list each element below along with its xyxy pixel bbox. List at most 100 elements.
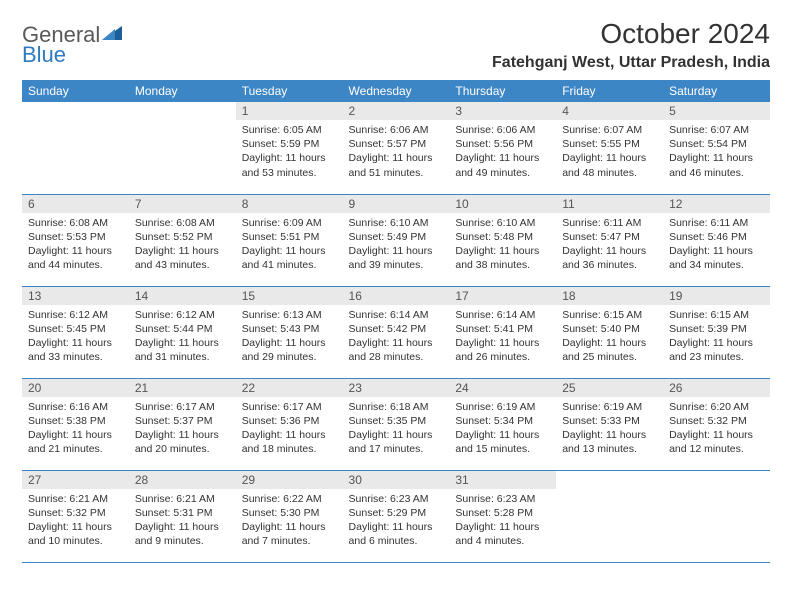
day-number: 22 bbox=[236, 379, 343, 397]
day-number: 30 bbox=[343, 471, 450, 489]
calendar-cell: 26Sunrise: 6:20 AMSunset: 5:32 PMDayligh… bbox=[663, 378, 770, 470]
day-details: Sunrise: 6:09 AMSunset: 5:51 PMDaylight:… bbox=[236, 213, 343, 277]
day-details: Sunrise: 6:08 AMSunset: 5:53 PMDaylight:… bbox=[22, 213, 129, 277]
day-details: Sunrise: 6:10 AMSunset: 5:48 PMDaylight:… bbox=[449, 213, 556, 277]
day-details: Sunrise: 6:19 AMSunset: 5:33 PMDaylight:… bbox=[556, 397, 663, 461]
day-number: 7 bbox=[129, 195, 236, 213]
day-number: 11 bbox=[556, 195, 663, 213]
calendar-cell: 5Sunrise: 6:07 AMSunset: 5:54 PMDaylight… bbox=[663, 102, 770, 194]
day-number: 21 bbox=[129, 379, 236, 397]
day-number: 3 bbox=[449, 102, 556, 120]
day-details: Sunrise: 6:16 AMSunset: 5:38 PMDaylight:… bbox=[22, 397, 129, 461]
day-details: Sunrise: 6:11 AMSunset: 5:46 PMDaylight:… bbox=[663, 213, 770, 277]
day-details: Sunrise: 6:12 AMSunset: 5:44 PMDaylight:… bbox=[129, 305, 236, 369]
calendar-table: SundayMondayTuesdayWednesdayThursdayFrid… bbox=[22, 80, 770, 563]
calendar-cell: 7Sunrise: 6:08 AMSunset: 5:52 PMDaylight… bbox=[129, 194, 236, 286]
day-number: 12 bbox=[663, 195, 770, 213]
calendar-cell: 1Sunrise: 6:05 AMSunset: 5:59 PMDaylight… bbox=[236, 102, 343, 194]
day-number: 15 bbox=[236, 287, 343, 305]
weekday-header: Friday bbox=[556, 80, 663, 102]
calendar-cell: 8Sunrise: 6:09 AMSunset: 5:51 PMDaylight… bbox=[236, 194, 343, 286]
calendar-cell: 12Sunrise: 6:11 AMSunset: 5:46 PMDayligh… bbox=[663, 194, 770, 286]
calendar-cell: 30Sunrise: 6:23 AMSunset: 5:29 PMDayligh… bbox=[343, 470, 450, 562]
calendar-cell: 3Sunrise: 6:06 AMSunset: 5:56 PMDaylight… bbox=[449, 102, 556, 194]
day-number: 9 bbox=[343, 195, 450, 213]
calendar-cell: 19Sunrise: 6:15 AMSunset: 5:39 PMDayligh… bbox=[663, 286, 770, 378]
day-details: Sunrise: 6:06 AMSunset: 5:56 PMDaylight:… bbox=[449, 120, 556, 184]
day-details: Sunrise: 6:14 AMSunset: 5:42 PMDaylight:… bbox=[343, 305, 450, 369]
day-details: Sunrise: 6:21 AMSunset: 5:32 PMDaylight:… bbox=[22, 489, 129, 553]
weekday-header: Wednesday bbox=[343, 80, 450, 102]
day-number: 28 bbox=[129, 471, 236, 489]
page-header: GeneralBlue October 2024 Fatehganj West,… bbox=[22, 18, 770, 72]
calendar-cell: 20Sunrise: 6:16 AMSunset: 5:38 PMDayligh… bbox=[22, 378, 129, 470]
day-details: Sunrise: 6:23 AMSunset: 5:29 PMDaylight:… bbox=[343, 489, 450, 553]
day-details: Sunrise: 6:11 AMSunset: 5:47 PMDaylight:… bbox=[556, 213, 663, 277]
day-number: 5 bbox=[663, 102, 770, 120]
calendar-header-row: SundayMondayTuesdayWednesdayThursdayFrid… bbox=[22, 80, 770, 102]
calendar-cell: 6Sunrise: 6:08 AMSunset: 5:53 PMDaylight… bbox=[22, 194, 129, 286]
calendar-cell: 25Sunrise: 6:19 AMSunset: 5:33 PMDayligh… bbox=[556, 378, 663, 470]
calendar-cell: 29Sunrise: 6:22 AMSunset: 5:30 PMDayligh… bbox=[236, 470, 343, 562]
day-number: 1 bbox=[236, 102, 343, 120]
weekday-header: Monday bbox=[129, 80, 236, 102]
page-title: October 2024 bbox=[492, 18, 770, 50]
calendar-cell: 28Sunrise: 6:21 AMSunset: 5:31 PMDayligh… bbox=[129, 470, 236, 562]
day-number: 13 bbox=[22, 287, 129, 305]
day-details: Sunrise: 6:18 AMSunset: 5:35 PMDaylight:… bbox=[343, 397, 450, 461]
calendar-cell: 18Sunrise: 6:15 AMSunset: 5:40 PMDayligh… bbox=[556, 286, 663, 378]
calendar-cell: 21Sunrise: 6:17 AMSunset: 5:37 PMDayligh… bbox=[129, 378, 236, 470]
day-details: Sunrise: 6:23 AMSunset: 5:28 PMDaylight:… bbox=[449, 489, 556, 553]
day-details: Sunrise: 6:13 AMSunset: 5:43 PMDaylight:… bbox=[236, 305, 343, 369]
location-label: Fatehganj West, Uttar Pradesh, India bbox=[492, 54, 770, 72]
title-block: October 2024 Fatehganj West, Uttar Prade… bbox=[492, 18, 770, 72]
weekday-header: Saturday bbox=[663, 80, 770, 102]
day-number: 14 bbox=[129, 287, 236, 305]
day-number: 8 bbox=[236, 195, 343, 213]
day-details: Sunrise: 6:20 AMSunset: 5:32 PMDaylight:… bbox=[663, 397, 770, 461]
calendar-cell: 27Sunrise: 6:21 AMSunset: 5:32 PMDayligh… bbox=[22, 470, 129, 562]
day-details: Sunrise: 6:10 AMSunset: 5:49 PMDaylight:… bbox=[343, 213, 450, 277]
calendar-cell bbox=[556, 470, 663, 562]
day-details: Sunrise: 6:15 AMSunset: 5:40 PMDaylight:… bbox=[556, 305, 663, 369]
day-number: 6 bbox=[22, 195, 129, 213]
calendar-cell: 4Sunrise: 6:07 AMSunset: 5:55 PMDaylight… bbox=[556, 102, 663, 194]
brand-logo: GeneralBlue bbox=[22, 24, 122, 66]
day-details: Sunrise: 6:15 AMSunset: 5:39 PMDaylight:… bbox=[663, 305, 770, 369]
day-details: Sunrise: 6:19 AMSunset: 5:34 PMDaylight:… bbox=[449, 397, 556, 461]
calendar-cell: 22Sunrise: 6:17 AMSunset: 5:36 PMDayligh… bbox=[236, 378, 343, 470]
day-number: 26 bbox=[663, 379, 770, 397]
day-number: 2 bbox=[343, 102, 450, 120]
calendar-cell: 15Sunrise: 6:13 AMSunset: 5:43 PMDayligh… bbox=[236, 286, 343, 378]
calendar-cell: 24Sunrise: 6:19 AMSunset: 5:34 PMDayligh… bbox=[449, 378, 556, 470]
calendar-cell: 14Sunrise: 6:12 AMSunset: 5:44 PMDayligh… bbox=[129, 286, 236, 378]
day-number: 20 bbox=[22, 379, 129, 397]
day-number: 25 bbox=[556, 379, 663, 397]
day-number: 19 bbox=[663, 287, 770, 305]
weekday-header: Tuesday bbox=[236, 80, 343, 102]
day-number: 16 bbox=[343, 287, 450, 305]
day-details: Sunrise: 6:05 AMSunset: 5:59 PMDaylight:… bbox=[236, 120, 343, 184]
day-details: Sunrise: 6:06 AMSunset: 5:57 PMDaylight:… bbox=[343, 120, 450, 184]
brand-triangle-icon bbox=[102, 26, 122, 44]
day-details: Sunrise: 6:07 AMSunset: 5:54 PMDaylight:… bbox=[663, 120, 770, 184]
day-details: Sunrise: 6:07 AMSunset: 5:55 PMDaylight:… bbox=[556, 120, 663, 184]
day-number: 17 bbox=[449, 287, 556, 305]
calendar-cell: 13Sunrise: 6:12 AMSunset: 5:45 PMDayligh… bbox=[22, 286, 129, 378]
day-number: 23 bbox=[343, 379, 450, 397]
day-number: 24 bbox=[449, 379, 556, 397]
day-details: Sunrise: 6:21 AMSunset: 5:31 PMDaylight:… bbox=[129, 489, 236, 553]
weekday-header: Thursday bbox=[449, 80, 556, 102]
calendar-cell bbox=[22, 102, 129, 194]
day-details: Sunrise: 6:17 AMSunset: 5:36 PMDaylight:… bbox=[236, 397, 343, 461]
calendar-cell bbox=[129, 102, 236, 194]
day-details: Sunrise: 6:12 AMSunset: 5:45 PMDaylight:… bbox=[22, 305, 129, 369]
day-number: 18 bbox=[556, 287, 663, 305]
day-details: Sunrise: 6:14 AMSunset: 5:41 PMDaylight:… bbox=[449, 305, 556, 369]
calendar-cell: 31Sunrise: 6:23 AMSunset: 5:28 PMDayligh… bbox=[449, 470, 556, 562]
day-details: Sunrise: 6:17 AMSunset: 5:37 PMDaylight:… bbox=[129, 397, 236, 461]
calendar-cell: 9Sunrise: 6:10 AMSunset: 5:49 PMDaylight… bbox=[343, 194, 450, 286]
calendar-cell: 16Sunrise: 6:14 AMSunset: 5:42 PMDayligh… bbox=[343, 286, 450, 378]
day-number: 27 bbox=[22, 471, 129, 489]
calendar-cell: 2Sunrise: 6:06 AMSunset: 5:57 PMDaylight… bbox=[343, 102, 450, 194]
